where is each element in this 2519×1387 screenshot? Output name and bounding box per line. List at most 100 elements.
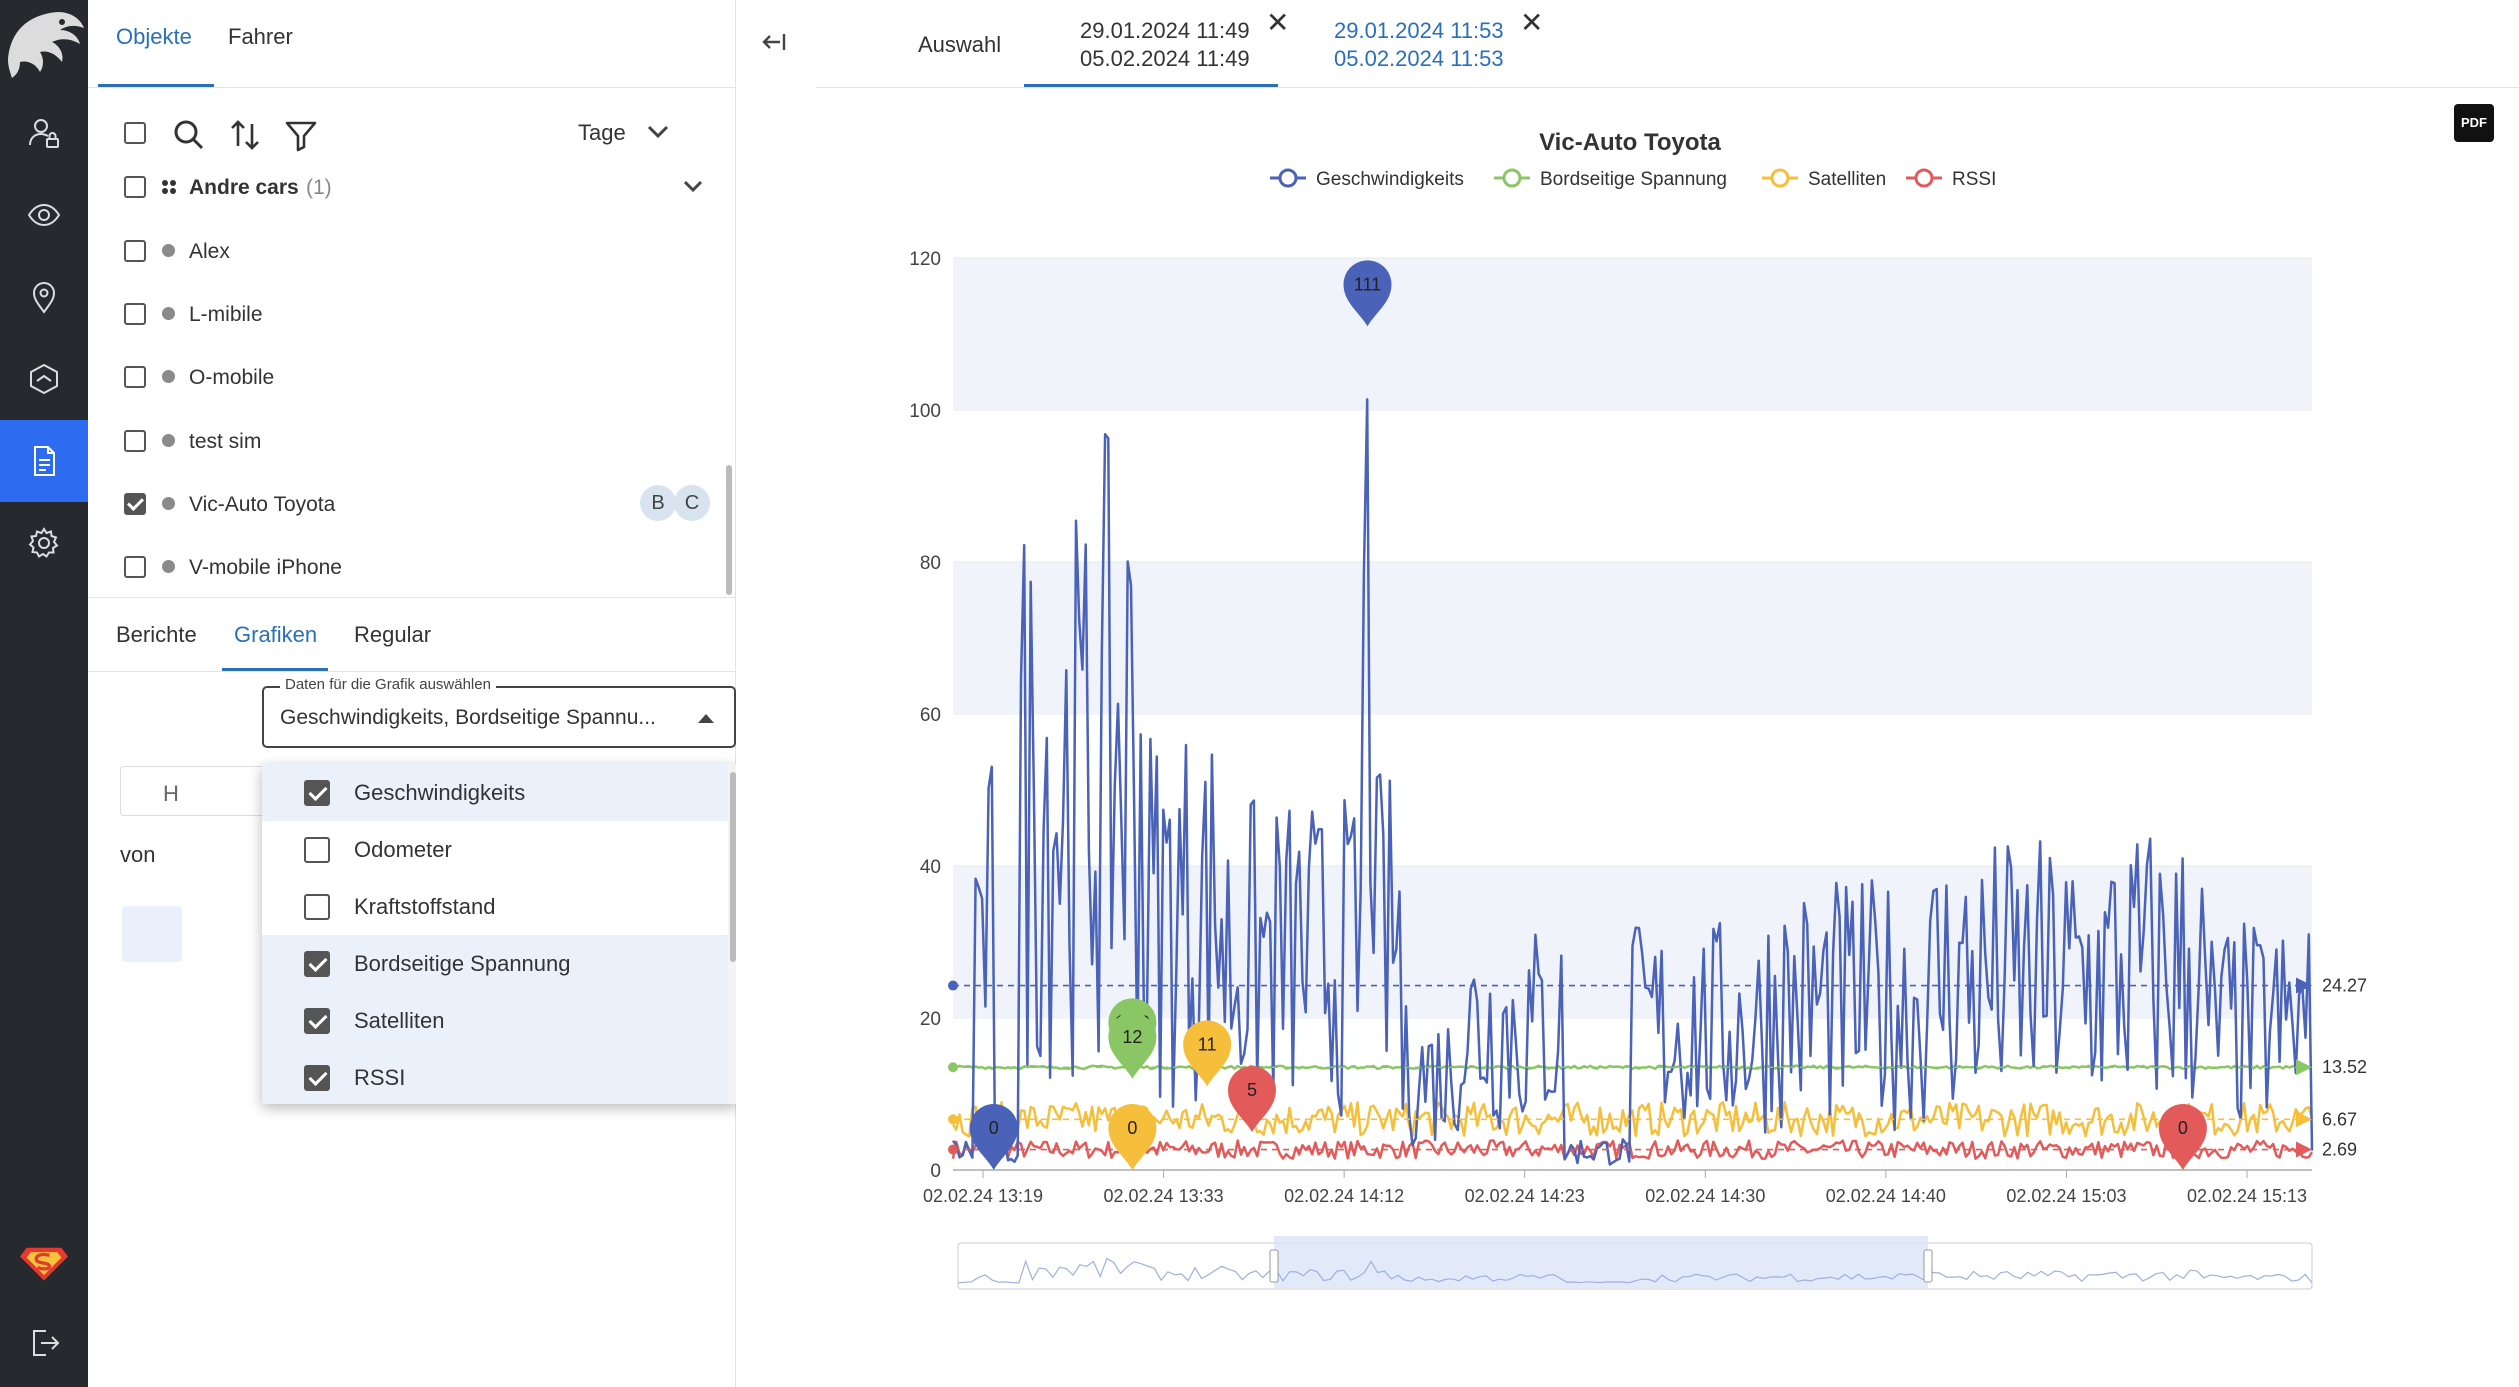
x-tick-label: 02.02.24 14:23 xyxy=(1465,1186,1585,1206)
user-lock-icon[interactable] xyxy=(0,92,88,174)
option-odometer[interactable]: Odometer xyxy=(262,821,728,878)
range-2-to[interactable]: 05.02.2024 11:53 xyxy=(1334,46,1504,71)
item-label: O-mobile xyxy=(189,366,275,389)
close-icon[interactable]: ✕ xyxy=(1520,7,1544,38)
list-item[interactable]: V-mobile iPhone xyxy=(88,536,736,597)
speed-line xyxy=(952,398,2314,1166)
tab-fahrer[interactable]: Fahrer xyxy=(228,24,293,49)
von-label: von xyxy=(120,842,156,867)
tab-underline xyxy=(222,668,328,671)
map-pin-icon[interactable] xyxy=(0,256,88,338)
x-tick-label: 02.02.24 13:19 xyxy=(923,1186,1043,1206)
range-2-from[interactable]: 29.01.2024 11:53 xyxy=(1334,18,1504,43)
chart[interactable]: Vic-Auto Toyota Geschwindigkeits Bordseit… xyxy=(736,0,2519,1320)
object-list: Andre cars (1) Alex L-mibile O-mobile xyxy=(88,170,736,598)
range-1-from[interactable]: 29.01.2024 11:49 xyxy=(1080,18,1250,43)
average-arrow xyxy=(2296,977,2312,994)
option-bordseitige-spannung[interactable]: Bordseitige Spannung xyxy=(262,935,728,992)
range-1-to[interactable]: 05.02.2024 11:49 xyxy=(1080,46,1250,71)
average-start-dot xyxy=(948,1062,958,1073)
tab-auswahl[interactable]: Auswahl xyxy=(918,32,1002,57)
marker-label: 0 xyxy=(989,1118,999,1138)
markers: 011113.91211050 xyxy=(969,260,2207,1170)
badge-c[interactable]: C xyxy=(674,485,710,521)
list-scrollbar[interactable] xyxy=(726,465,732,595)
marker-pin xyxy=(2158,1104,2207,1170)
marker-pin xyxy=(1183,1020,1232,1087)
search-icon[interactable] xyxy=(172,118,206,152)
option-geschwindigkeits[interactable]: Geschwindigkeits xyxy=(262,764,728,821)
item-checkbox[interactable] xyxy=(124,493,146,515)
option-satelliten[interactable]: Satelliten xyxy=(262,992,728,1049)
grid-band xyxy=(953,562,2312,714)
badge-b[interactable]: B xyxy=(640,485,676,521)
chart-data-select[interactable]: Daten für die Grafik auswählen Geschwind… xyxy=(262,676,736,748)
option-checkbox[interactable] xyxy=(304,1065,330,1091)
group-row[interactable]: Andre cars (1) xyxy=(88,170,736,219)
list-item[interactable]: Alex xyxy=(88,220,736,283)
dropdown-scrollbar[interactable] xyxy=(728,764,738,1104)
sort-icon[interactable] xyxy=(228,118,262,152)
option-kraftstoffstand[interactable]: Kraftstoffstand xyxy=(262,878,728,935)
average-label: 6.67 xyxy=(2322,1109,2357,1129)
option-checkbox[interactable] xyxy=(304,780,330,806)
group-icon xyxy=(162,180,176,194)
filter-icon[interactable] xyxy=(284,118,318,152)
tab-objekte[interactable]: Objekte xyxy=(116,24,192,49)
pdf-export-button[interactable]: PDF xyxy=(2454,104,2494,142)
item-checkbox[interactable] xyxy=(124,303,146,325)
option-label: Bordseitige Spannung xyxy=(354,951,571,976)
status-dot xyxy=(162,434,175,447)
tab-regular[interactable]: Regular xyxy=(354,622,432,647)
chart-title: Vic-Auto Toyota xyxy=(1539,129,1721,156)
y-tick-label: 100 xyxy=(909,401,941,422)
tab-underline xyxy=(98,84,214,87)
tab-berichte[interactable]: Berichte xyxy=(116,622,197,647)
status-dot xyxy=(162,560,175,573)
chevron-down-icon[interactable] xyxy=(646,122,670,142)
marker-pin xyxy=(1227,1066,1276,1132)
chevron-down-icon[interactable] xyxy=(682,178,704,196)
average-label: 13.52 xyxy=(2322,1057,2367,1077)
legend-swatch-dot xyxy=(1770,168,1790,188)
grid-bands xyxy=(953,257,2312,1171)
option-rssi[interactable]: RSSI xyxy=(262,1049,728,1104)
item-checkbox[interactable] xyxy=(124,430,146,452)
group-checkbox[interactable] xyxy=(124,176,146,198)
item-label: L-mibile xyxy=(189,303,263,326)
list-item[interactable]: test sim xyxy=(88,410,736,473)
close-icon[interactable]: ✕ xyxy=(1266,7,1290,38)
caret-up-icon[interactable] xyxy=(698,714,714,723)
average-label: 24.27 xyxy=(2322,976,2367,996)
option-checkbox[interactable] xyxy=(304,951,330,977)
submit-button[interactable] xyxy=(122,906,182,962)
item-label: Alex xyxy=(189,240,230,263)
option-checkbox[interactable] xyxy=(304,837,330,863)
collapse-panel-icon[interactable] xyxy=(760,28,788,56)
average-lines: 24.27 13.52 6.67 2.69 xyxy=(948,976,2367,1160)
eye-icon[interactable] xyxy=(0,174,88,256)
list-item[interactable]: Vic-Auto Toyota B C xyxy=(88,473,736,536)
days-select[interactable]: Tage xyxy=(578,120,626,145)
object-tabs: Objekte Fahrer xyxy=(88,0,736,88)
tab-grafiken[interactable]: Grafiken xyxy=(234,622,318,647)
hexagon-icon[interactable] xyxy=(0,338,88,420)
average-start-dot xyxy=(948,1144,958,1155)
y-tick-label: 40 xyxy=(920,857,941,878)
list-item[interactable]: L-mibile xyxy=(88,283,736,346)
x-axis: 02.02.24 13:19 02.02.24 13:33 02.02.24 14:… xyxy=(923,1170,2307,1206)
select-all-checkbox[interactable] xyxy=(124,122,146,144)
item-checkbox[interactable] xyxy=(124,240,146,262)
list-item[interactable]: O-mobile xyxy=(88,346,736,409)
gear-icon[interactable] xyxy=(0,502,88,584)
logout-icon[interactable] xyxy=(0,1302,88,1384)
y-tick-label: 120 xyxy=(909,249,941,270)
zoom-slider[interactable] xyxy=(957,1236,2313,1290)
item-checkbox[interactable] xyxy=(124,366,146,388)
reports-icon[interactable] xyxy=(0,420,88,502)
option-checkbox[interactable] xyxy=(304,1008,330,1034)
item-checkbox[interactable] xyxy=(124,556,146,578)
option-checkbox[interactable] xyxy=(304,894,330,920)
group-label: Andre cars xyxy=(189,176,299,199)
item-label: Vic-Auto Toyota xyxy=(189,493,336,516)
